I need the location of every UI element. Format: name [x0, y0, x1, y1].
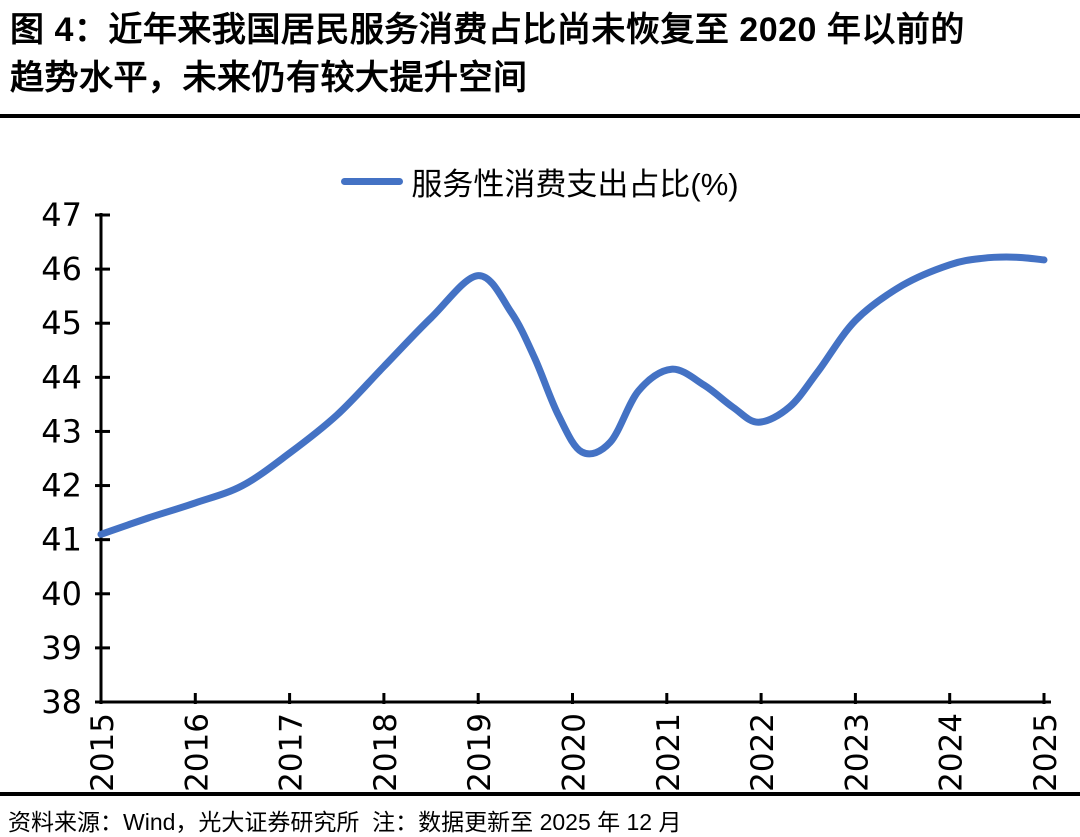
- legend-label: 服务性消费支出占比(%): [411, 166, 739, 202]
- y-tick-label: 43: [41, 412, 82, 450]
- figure-title-line-1: 图 4：近年来我国居民服务消费占比尚未恢复至 2020 年以前的: [10, 11, 965, 49]
- series-line: [97, 253, 1048, 538]
- x-tick-label: 2016: [179, 713, 215, 792]
- title-divider: [0, 114, 1080, 118]
- y-tick-label: 39: [41, 629, 82, 667]
- x-tick-label: 2015: [85, 713, 121, 792]
- y-tick-label: 46: [41, 250, 82, 288]
- y-tick-label: 41: [41, 521, 82, 559]
- x-tick-label: 2017: [274, 713, 310, 792]
- figure-title: 图 4：近年来我国居民服务消费占比尚未恢复至 2020 年以前的 趋势水平，未来…: [0, 0, 1080, 102]
- figure-title-line-2: 趋势水平，未来仍有较大提升空间: [10, 59, 528, 97]
- x-tick-label: 2023: [839, 713, 875, 792]
- y-tick-label: 45: [41, 304, 82, 342]
- y-tick-label: 47: [41, 200, 82, 234]
- y-tick-label: 42: [41, 467, 82, 505]
- source-note: 资料来源：Wind，光大证券研究所 注：数据更新至 2025 年 12 月: [8, 809, 682, 835]
- legend-line-swatch: [341, 177, 404, 185]
- x-tick-label: 2024: [934, 713, 970, 792]
- x-tick-label: 2025: [1028, 713, 1064, 792]
- source-divider: [0, 792, 1080, 796]
- chart-legend: 服务性消费支出占比(%): [0, 162, 1080, 202]
- x-tick-label: 2020: [557, 713, 593, 792]
- x-tick-label: 2022: [745, 713, 781, 792]
- line-chart-svg: 38 39 40 41 42 43 44 45 46 47 2015 2016 2017 2018 2019…: [41, 200, 1064, 792]
- x-tick-label: 2021: [651, 713, 687, 792]
- x-tick-label: 2018: [368, 713, 404, 792]
- x-tick-label: 2019: [462, 713, 498, 792]
- y-tick-label: 38: [41, 683, 82, 721]
- y-tick-label: 40: [41, 575, 82, 613]
- y-tick-label: 44: [41, 358, 82, 396]
